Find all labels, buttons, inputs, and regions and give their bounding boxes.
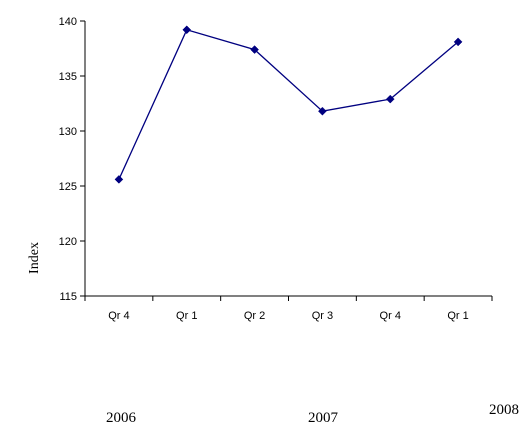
data-point — [114, 175, 124, 184]
y-tick-label: 115 — [59, 291, 77, 303]
y-ticks: 115 120 125 130 135 140 — [59, 16, 85, 303]
data-point — [318, 106, 327, 116]
year-label-2006: 2006 — [106, 410, 136, 426]
y-tick-label: 125 — [59, 181, 77, 193]
data-point — [385, 94, 395, 104]
series-line — [118, 29, 459, 180]
x-tick-label: Qr 1 — [176, 310, 197, 322]
x-ticks: Qr 4 Qr 1 Qr 2 Qr 3 Qr 4 Qr 1 — [84, 296, 493, 322]
x-tick-label: Qr 2 — [244, 310, 265, 322]
year-label-2007: 2007 — [308, 410, 338, 426]
x-tick-label: Qr 3 — [312, 310, 333, 322]
plot-area — [84, 21, 492, 297]
year-label-2008: 2008 — [489, 402, 519, 418]
x-tick-label: Qr 1 — [447, 310, 468, 322]
data-point — [453, 37, 463, 47]
y-tick-label: 130 — [59, 126, 77, 138]
y-axis-label: Index — [27, 242, 42, 274]
x-tick-label: Qr 4 — [108, 310, 129, 322]
y-tick-label: 135 — [59, 71, 77, 83]
data-series — [114, 25, 463, 184]
y-tick-label: 120 — [59, 236, 77, 248]
x-tick-label: Qr 4 — [380, 310, 401, 322]
y-tick-label: 140 — [59, 16, 77, 28]
data-point — [182, 25, 192, 35]
data-point — [250, 45, 259, 54]
